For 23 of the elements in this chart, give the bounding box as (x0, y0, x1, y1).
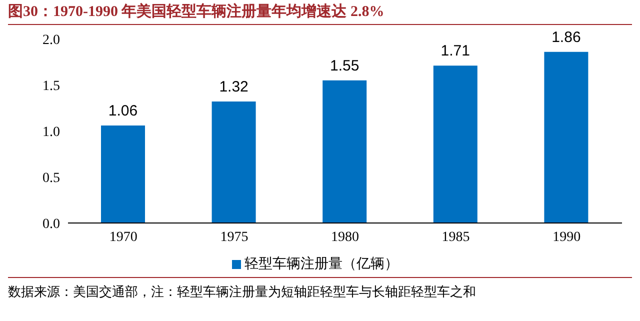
x-tick-label: 1990 (552, 230, 581, 245)
y-tick-label: 1.0 (42, 124, 60, 140)
x-tick-label: 1975 (220, 230, 248, 245)
x-tick-label: 1970 (109, 230, 138, 245)
bar (212, 102, 256, 223)
y-tick-label: 1.5 (42, 78, 60, 94)
x-tick-label: 1985 (442, 230, 470, 245)
x-tick-label: 1980 (331, 230, 359, 245)
data-label: 1.86 (552, 28, 581, 46)
bar (101, 125, 145, 223)
data-label: 1.55 (330, 57, 360, 74)
data-label: 1.32 (219, 78, 248, 96)
data-label: 1.71 (440, 42, 470, 60)
legend-label: 轻型车辆注册量（亿辆） (244, 257, 398, 272)
chart-title: 图30：1970-1990 年美国轻型车辆注册量年均增速达 2.8% (8, 2, 632, 25)
bar (433, 66, 478, 223)
data-label: 1.06 (108, 102, 138, 120)
y-tick-label: 0.0 (42, 216, 60, 232)
bar (322, 80, 367, 223)
bar (544, 52, 588, 223)
source-note: 数据来源：美国交通部，注：轻型车辆注册量为短轴距轻型车与长轴距轻型车之和 (8, 283, 477, 301)
y-tick-label: 2.0 (42, 32, 60, 48)
y-tick-label: 0.5 (42, 170, 60, 186)
